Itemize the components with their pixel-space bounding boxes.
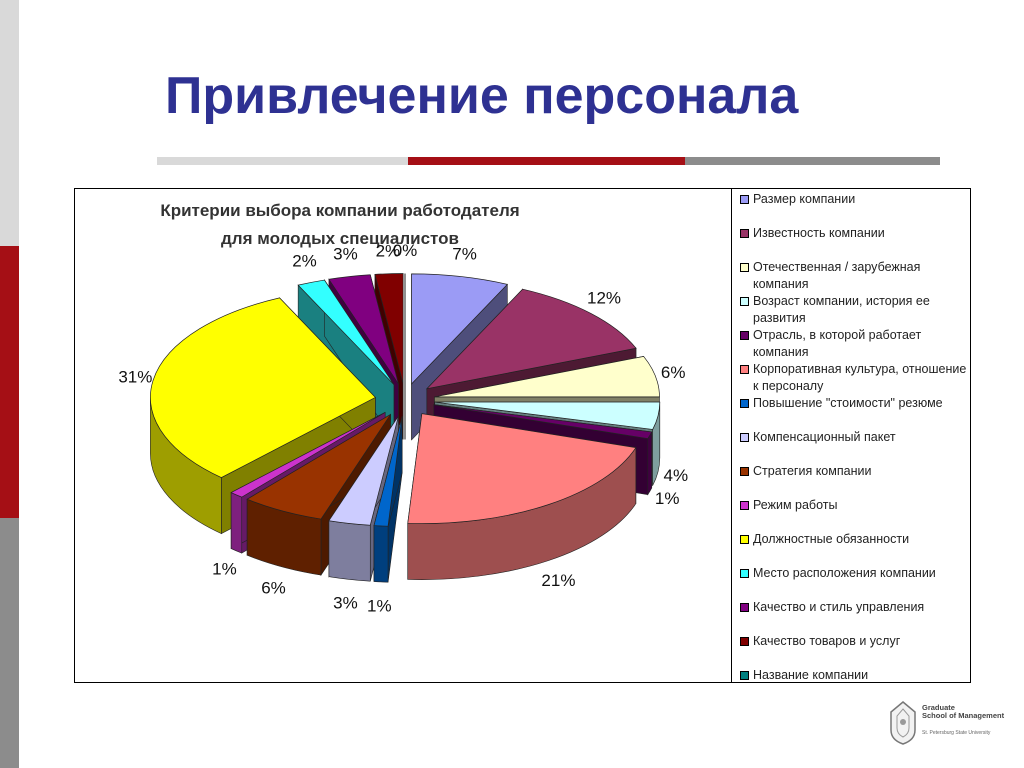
legend-item: Возраст компании, история ее развития: [740, 293, 968, 327]
pie-data-label: 1%: [655, 489, 680, 508]
pie-data-label: 21%: [541, 571, 575, 590]
pie-data-label: 7%: [452, 245, 477, 264]
school-logo: Graduate School of Management St. Peters…: [888, 700, 1018, 748]
legend-item: Название компании: [740, 667, 968, 684]
legend-swatch: [740, 365, 749, 374]
legend-swatch: [740, 433, 749, 442]
legend-swatch: [740, 229, 749, 238]
pie-slice: [150, 297, 376, 478]
legend-item: Режим работы: [740, 497, 968, 514]
pie-slice: [411, 273, 509, 385]
legend-item: Качество товаров и услуг: [740, 633, 968, 650]
pie-data-label: 6%: [661, 363, 686, 382]
pie-slice-wall: [647, 431, 653, 496]
pie-data-label: 31%: [118, 368, 152, 387]
legend-swatch: [740, 569, 749, 578]
legend-label: Качество и стиль управления: [753, 600, 925, 614]
legend-item: Компенсационный пакет: [740, 429, 968, 446]
legend-item: Известность компании: [740, 225, 968, 242]
legend-label: Отечественная / зарубежная компания: [753, 260, 921, 291]
legend-label: Отрасль, в которой работает компания: [753, 328, 922, 359]
legend-label: Стратегия компании: [753, 464, 872, 478]
pie-slice: [230, 412, 386, 498]
title-rule-middle: [408, 157, 685, 165]
legend-label: Повышение "стоимости" резюме: [753, 396, 943, 410]
pie-data-label: 1%: [212, 560, 237, 579]
pie-slice: [434, 401, 661, 430]
logo-text: Graduate School of Management: [922, 703, 1005, 720]
side-bar-bottom: [0, 518, 19, 768]
pie-slice-wall: [230, 492, 243, 554]
chart-legend: Размер компании Известность компании Отече…: [731, 189, 970, 682]
legend-swatch: [740, 501, 749, 510]
pie-data-label: 4%: [664, 466, 689, 485]
pie-slice: [407, 413, 637, 524]
pie-data-label: 6%: [261, 578, 286, 597]
pie-slice: [246, 414, 391, 520]
legend-label: Режим работы: [753, 498, 838, 512]
pie-data-label: 3%: [333, 245, 358, 264]
slide-title: Привлечение персонала: [165, 67, 799, 125]
title-rule-left: [157, 157, 408, 165]
legend-label: Известность компании: [753, 226, 885, 240]
legend-label: Должностные обязанности: [753, 532, 910, 546]
legend-label: Размер компании: [753, 192, 856, 206]
pie-slice: [328, 274, 399, 385]
pie-slice-wall: [328, 520, 371, 582]
legend-swatch: [740, 297, 749, 306]
legend-item: Качество и стиль управления: [740, 599, 968, 616]
pie-slice: [374, 273, 404, 384]
pie-data-label: 2%: [376, 241, 401, 260]
title-rule-right: [685, 157, 940, 165]
legend-swatch: [740, 331, 749, 340]
legend-item: Корпоративная культура, отношение к перс…: [740, 361, 968, 395]
pie-slice: [433, 404, 653, 439]
legend-item: Повышение "стоимости" резюме: [740, 395, 968, 412]
legend-label: Корпоративная культура, отношение к перс…: [753, 362, 967, 393]
legend-swatch: [740, 467, 749, 476]
pie-slice: [373, 416, 403, 527]
legend-swatch: [740, 263, 749, 272]
pie-slice: [297, 279, 395, 385]
pie-data-label: 0%: [393, 241, 418, 260]
legend-label: Название компании: [753, 668, 869, 682]
pie-slice: [434, 356, 660, 398]
pie-slice: [425, 288, 637, 390]
legend-swatch: [740, 671, 749, 680]
legend-item: Место расположения компании: [740, 565, 968, 582]
legend-label: Возраст компании, история ее развития: [753, 294, 930, 325]
legend-swatch: [740, 399, 749, 408]
legend-item: Отрасль, в которой работает компания: [740, 327, 968, 361]
legend-swatch: [740, 603, 749, 612]
pie-slice-wall: [373, 525, 389, 583]
legend-item: Должностные обязанности: [740, 531, 968, 548]
side-bar-top: [0, 0, 19, 246]
side-bar-middle: [0, 246, 19, 518]
legend-item: Отечественная / зарубежная компания: [740, 259, 968, 293]
legend-label: Компенсационный пакет: [753, 430, 896, 444]
legend-item: Размер компании: [740, 191, 968, 208]
pie-data-label: 2%: [292, 252, 317, 271]
crest-icon: [890, 701, 916, 745]
legend-swatch: [740, 195, 749, 204]
chart-subtitle: для молодых специалистов: [221, 229, 459, 248]
pie-data-label: 12%: [587, 288, 621, 307]
pie-data-label: 1%: [367, 596, 392, 615]
legend-swatch: [740, 535, 749, 544]
chart-title: Критерии выбора компании работодателя: [160, 201, 520, 220]
logo-subtext: St. Petersburg State University: [922, 730, 991, 736]
pie-data-label: 3%: [333, 593, 358, 612]
legend-label: Место расположения компании: [753, 566, 936, 580]
legend-label: Качество товаров и услуг: [753, 634, 901, 648]
legend-item: Стратегия компании: [740, 463, 968, 480]
pie-slice: [328, 415, 399, 526]
legend-swatch: [740, 637, 749, 646]
